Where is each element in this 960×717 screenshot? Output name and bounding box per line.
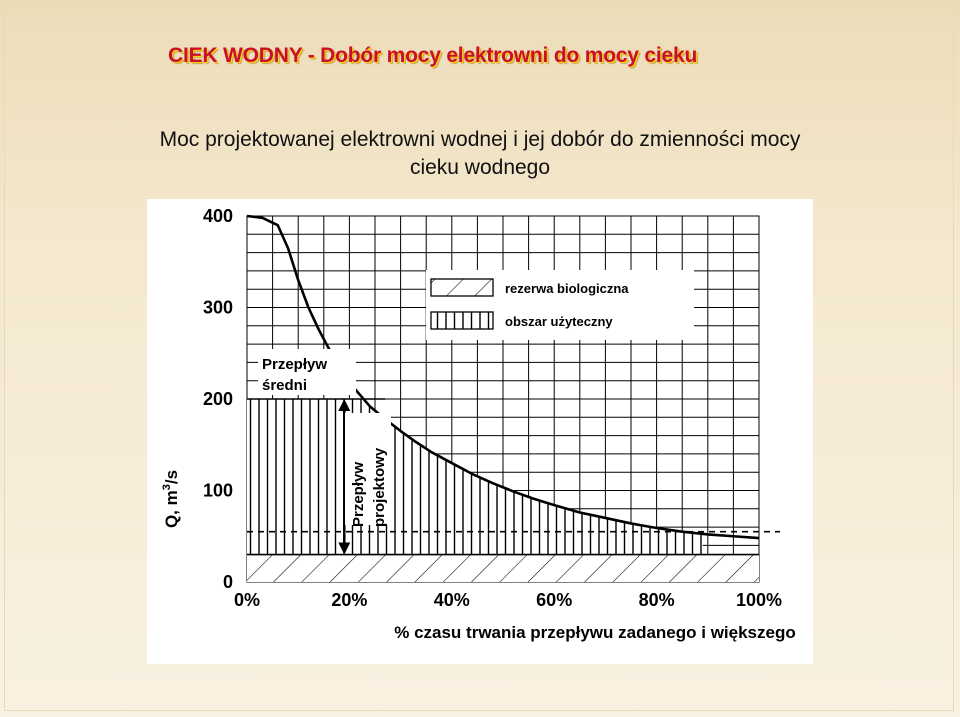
y-axis-label-sup: 3 <box>161 484 173 490</box>
x-axis-label: % czasu trwania przepływu zadanego i wię… <box>394 623 796 642</box>
y-tick-label: 400 <box>203 206 233 226</box>
chart-lines <box>246 214 780 556</box>
legend-label-biological-reserve: rezerwa biologiczna <box>505 281 629 296</box>
x-tick-label: 20% <box>331 590 367 610</box>
design-flow-arrow-head-bottom <box>338 542 351 555</box>
slide-frame <box>4 4 954 711</box>
legend: rezerwa biologiczna obszar użyteczny <box>426 270 694 340</box>
mean-flow-label-line-2: średni <box>262 377 307 394</box>
legend-swatch-biological-reserve <box>430 278 494 297</box>
y-tick-label: 300 <box>203 298 233 318</box>
mean-flow-label-line-1: Przepływ <box>262 356 327 373</box>
y-axis-label-suffix: /s <box>162 470 181 484</box>
slide-title: CIEK WODNY - Dobór mocy elektrowni do mo… <box>168 44 698 67</box>
subtitle-line-2: cieku wodnego <box>409 156 551 179</box>
y-axis-label-prefix: Q, m <box>162 490 181 528</box>
y-tick-label: 100 <box>203 481 233 501</box>
mean-flow-label-bg <box>258 349 356 395</box>
flow-duration-curve <box>246 214 760 540</box>
x-tick-label: 40% <box>434 590 470 610</box>
legend-swatch-useful-area <box>430 311 494 330</box>
slide-subtitle: Moc projektowanej elektrowni wodnej i je… <box>80 126 880 182</box>
design-flow-arrow-head-top <box>338 399 351 411</box>
legend-label-useful-area: obszar użyteczny <box>505 314 613 329</box>
x-tick-label: 100% <box>736 590 782 610</box>
design-flow-label-line-1: Przepływ <box>350 462 367 527</box>
x-tick-label: 60% <box>536 590 572 610</box>
y-axis-label-group: Q, m3/s <box>161 470 181 528</box>
axis-ticks: 0 100 200 300 400 0% 20% 40% 60% 80% 100% <box>203 206 782 610</box>
flow-duration-chart: rezerwa biologiczna obszar użyteczny Prz… <box>161 206 796 642</box>
subtitle-line-1: Moc projektowanej elektrowni wodnej i je… <box>159 128 801 151</box>
x-tick-label: 80% <box>639 590 675 610</box>
chart-panel: rezerwa biologiczna obszar użyteczny Prz… <box>147 199 813 664</box>
design-flow-label-bg <box>345 413 391 525</box>
design-flow-label-line-2: projektowy <box>371 447 388 527</box>
y-tick-label: 0 <box>223 572 233 592</box>
x-tick-label: 0% <box>234 590 260 610</box>
annotations: Przepływ średni Przepływ projektowy <box>258 349 391 527</box>
biological-reserve-area <box>247 554 759 582</box>
y-axis-label: Q, m3/s <box>161 470 181 528</box>
y-tick-label: 200 <box>203 389 233 409</box>
